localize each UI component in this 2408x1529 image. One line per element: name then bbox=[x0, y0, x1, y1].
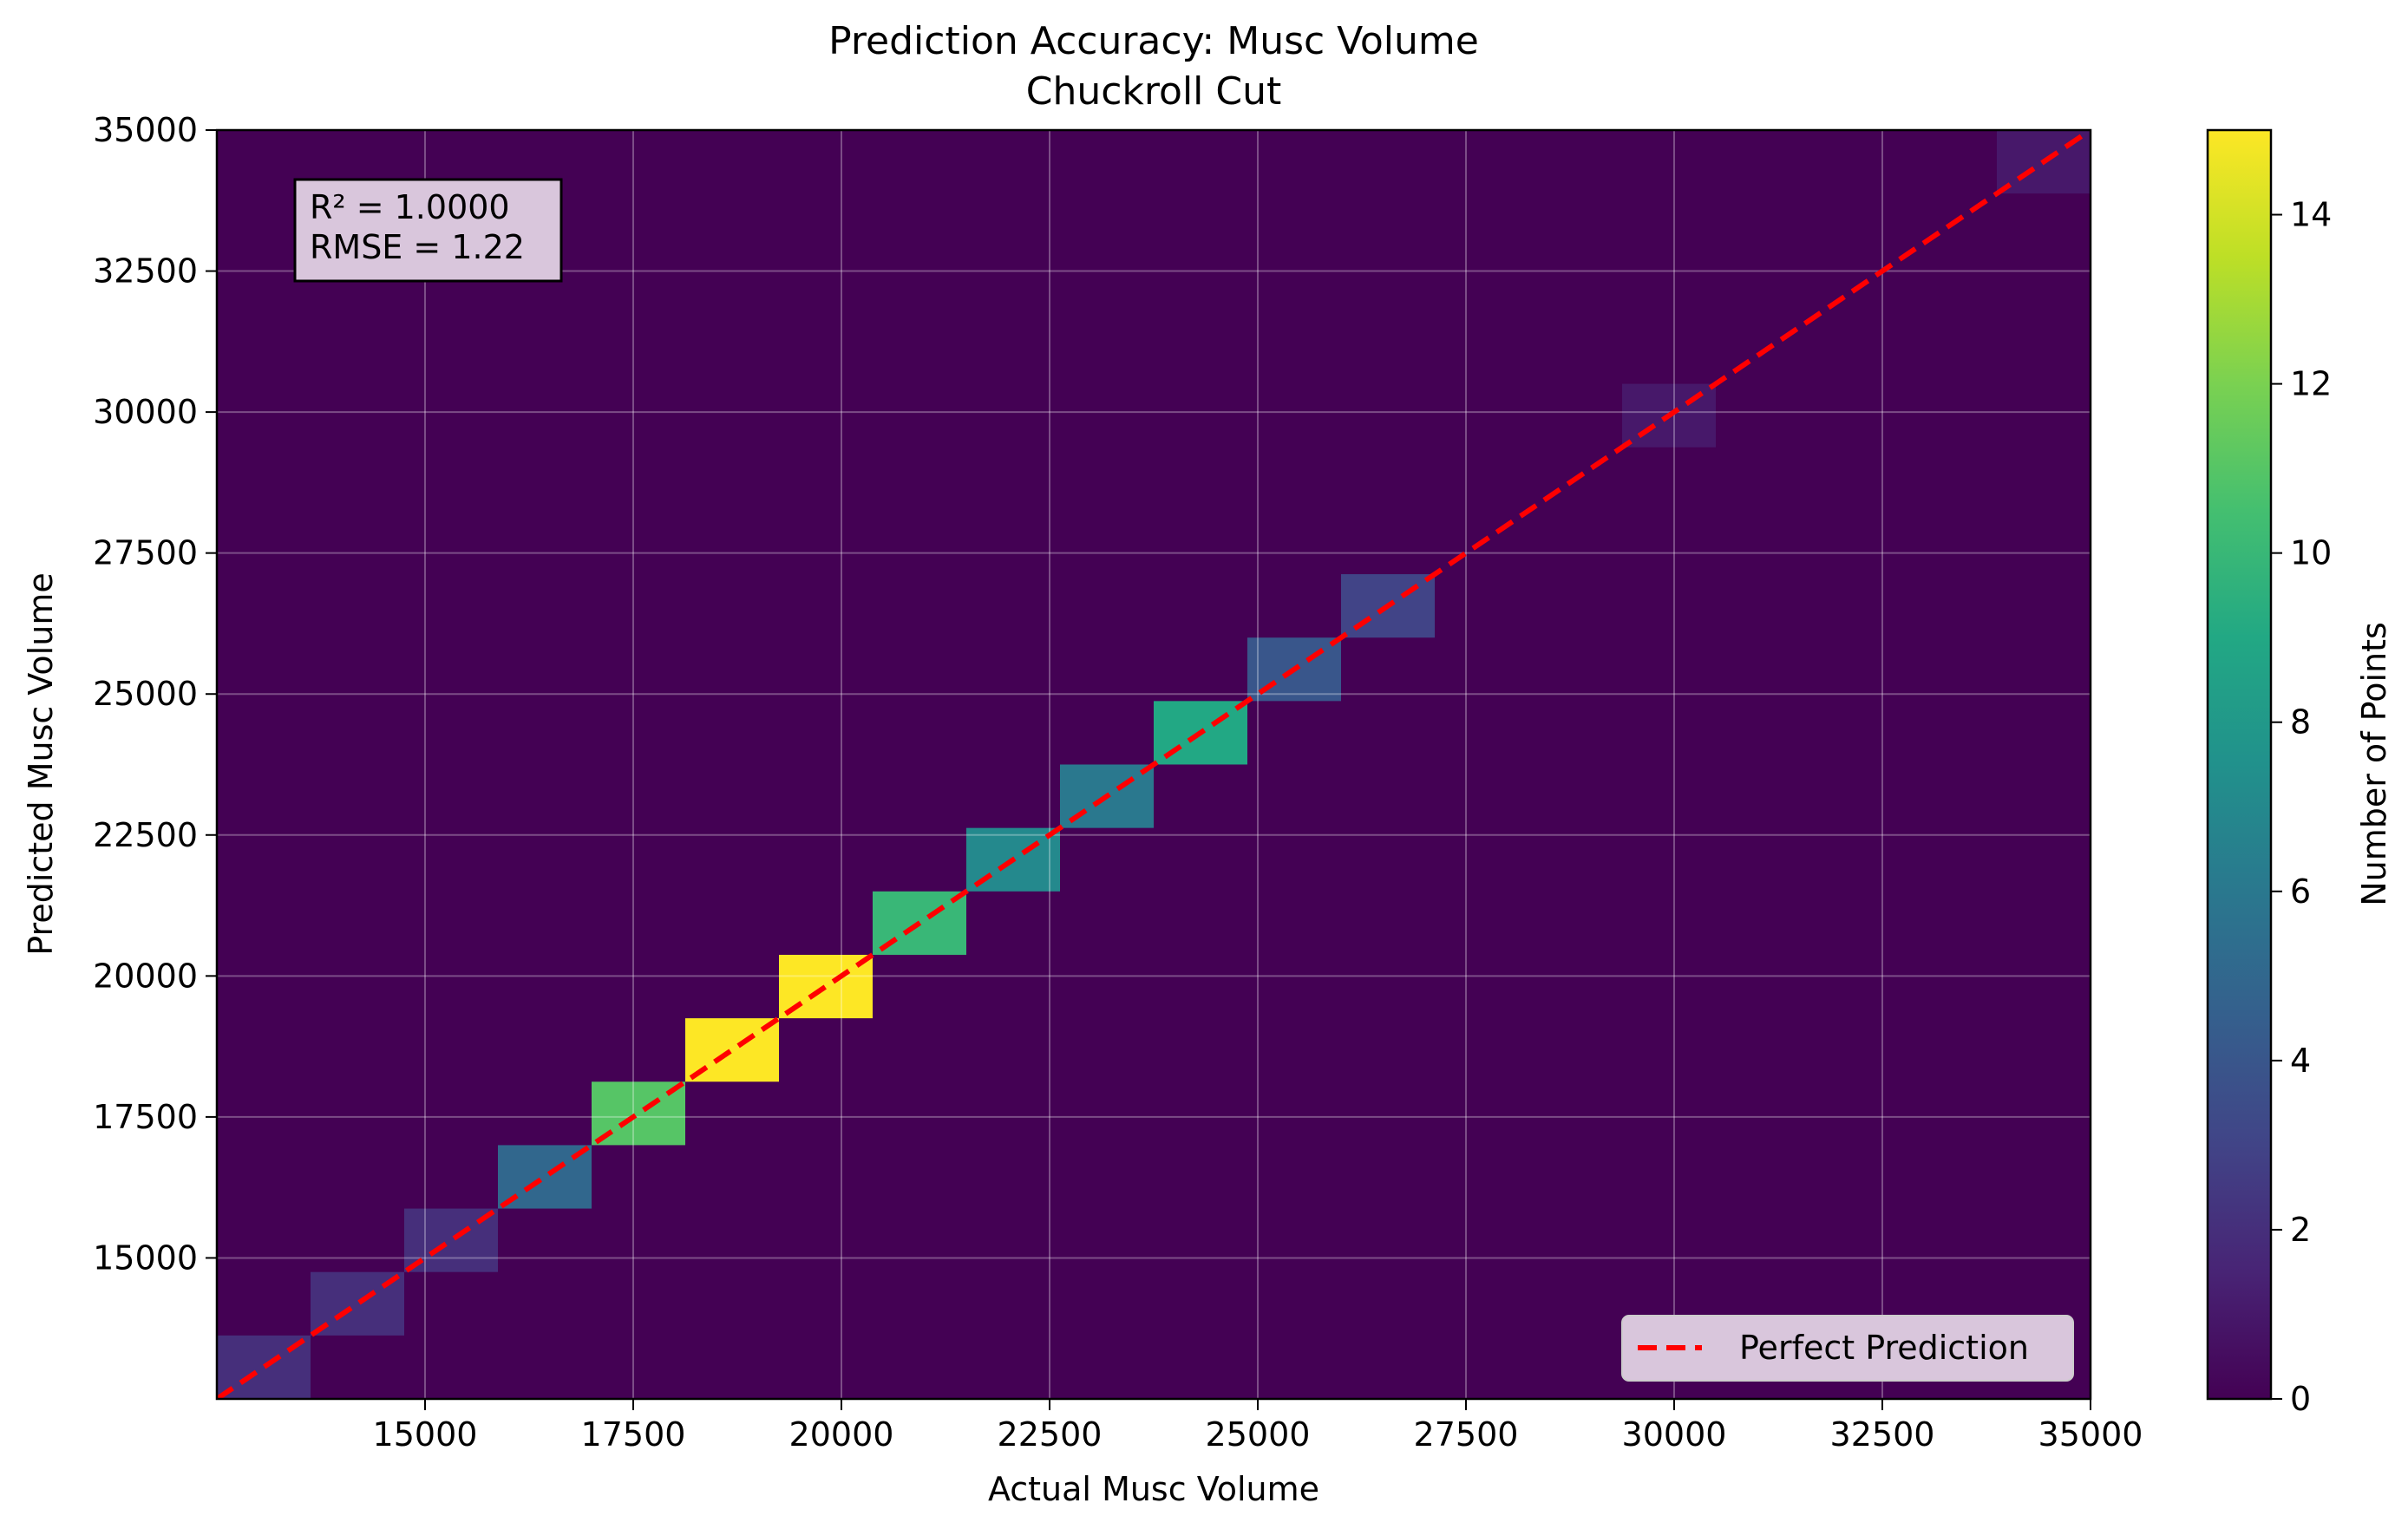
colorbar-tick-label: 2 bbox=[2290, 1211, 2311, 1249]
colorbar-tick-label: 10 bbox=[2290, 534, 2332, 572]
y-axis-ticks: 15000 17500 20000 22500 25000 27500 30000 32500… bbox=[93, 111, 217, 1277]
y-tick-label: 35000 bbox=[93, 111, 198, 149]
plot-frame bbox=[215, 128, 2092, 1401]
x-tick-label: 17500 bbox=[581, 1415, 686, 1454]
colorbar-tick-label: 4 bbox=[2290, 1042, 2311, 1080]
colorbar-tick-label: 12 bbox=[2290, 365, 2332, 403]
colorbar-tick-label: 6 bbox=[2290, 872, 2311, 911]
colorbar-tick-label: 0 bbox=[2290, 1380, 2311, 1418]
y-tick-label: 25000 bbox=[93, 675, 198, 713]
y-tick-label: 22500 bbox=[93, 816, 198, 854]
x-tick-label: 20000 bbox=[789, 1415, 894, 1454]
colorbar-tick-label: 8 bbox=[2290, 703, 2311, 742]
stats-rmse: RMSE = 1.22 bbox=[310, 228, 525, 266]
x-tick-label: 15000 bbox=[373, 1415, 478, 1454]
y-tick-label: 30000 bbox=[93, 393, 198, 431]
colorbar-tick-label: 14 bbox=[2290, 196, 2332, 234]
reference-line-group bbox=[217, 130, 2091, 1399]
colorbar bbox=[2206, 128, 2273, 1401]
y-tick-label: 20000 bbox=[93, 957, 198, 995]
x-tick-label: 25000 bbox=[1206, 1415, 1311, 1454]
chart-subtitle: Chuckroll Cut bbox=[1026, 69, 1282, 114]
y-tick-label: 32500 bbox=[93, 252, 198, 291]
stats-box: R² = 1.0000 RMSE = 1.22 bbox=[293, 178, 563, 283]
x-tick-label: 32500 bbox=[1830, 1415, 1935, 1454]
x-axis-label: Actual Musc Volume bbox=[988, 1470, 1319, 1508]
y-tick-label: 27500 bbox=[93, 534, 198, 572]
y-axis-label: Predicted Musc Volume bbox=[22, 572, 60, 955]
x-tick-label: 30000 bbox=[1622, 1415, 1727, 1454]
x-axis-ticks: 15000 17500 20000 22500 25000 27500 30000 32500… bbox=[373, 1399, 2143, 1454]
colorbar-label: Number of Points bbox=[2355, 622, 2393, 906]
y-tick-label: 17500 bbox=[93, 1098, 198, 1136]
legend-frame bbox=[1621, 1315, 2074, 1382]
y-tick-label: 15000 bbox=[93, 1238, 198, 1277]
legend: Perfect Prediction bbox=[1621, 1315, 2074, 1382]
legend-label: Perfect Prediction bbox=[1739, 1329, 2029, 1367]
stats-r2: R² = 1.0000 bbox=[310, 188, 510, 226]
stats-box-frame bbox=[293, 178, 563, 283]
x-tick-label: 27500 bbox=[1414, 1415, 1519, 1454]
perfect-prediction-line bbox=[217, 130, 2091, 1399]
x-tick-label: 22500 bbox=[998, 1415, 1103, 1454]
colorbar-ticks: 0 2 4 6 8 10 12 14 bbox=[2271, 196, 2332, 1418]
chart-title: Prediction Accuracy: Musc Volume bbox=[828, 19, 1479, 63]
x-tick-label: 35000 bbox=[2038, 1415, 2143, 1454]
